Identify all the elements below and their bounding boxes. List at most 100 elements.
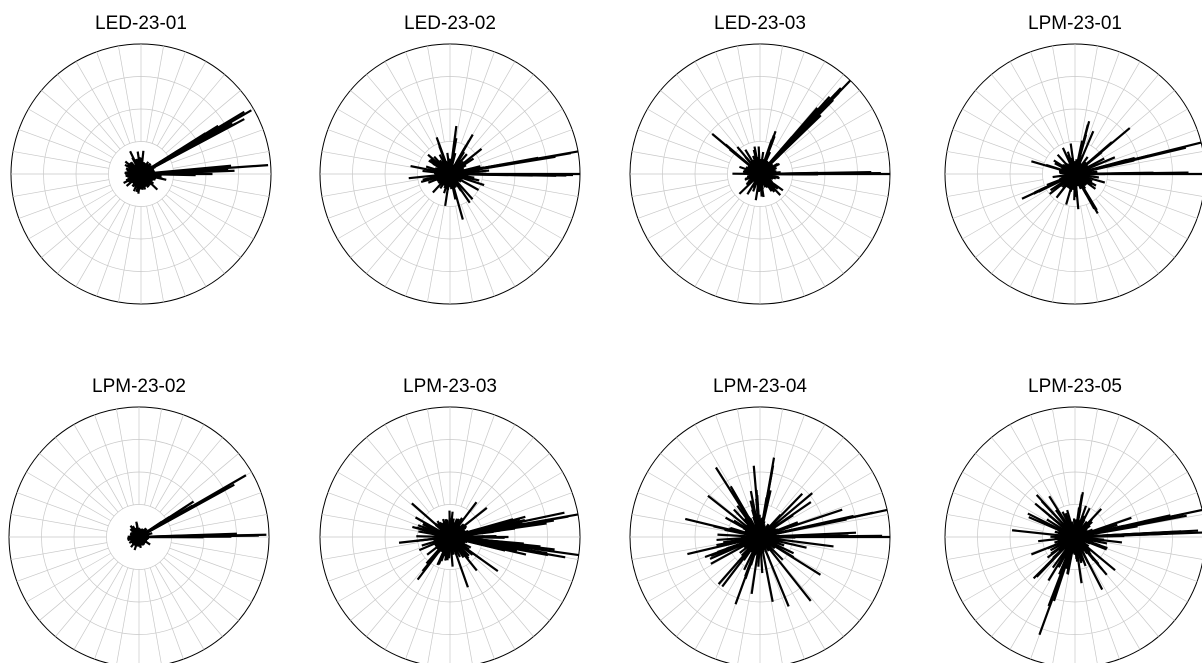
angular-gridline <box>163 453 239 517</box>
angular-gridline <box>149 414 184 507</box>
angular-gridline <box>660 194 736 258</box>
histogram-bar <box>138 533 230 539</box>
angular-gridline <box>1009 61 1060 147</box>
angular-gridline <box>784 90 860 154</box>
histogram-bar <box>132 173 142 188</box>
angular-gridline <box>144 408 162 506</box>
histogram-bar <box>759 170 872 176</box>
angular-gridline <box>1099 194 1175 258</box>
histogram-bar <box>130 535 140 539</box>
histogram-bar <box>744 536 762 577</box>
angular-gridline <box>1080 205 1098 303</box>
angular-gridline <box>16 492 109 527</box>
angular-gridline <box>1106 542 1202 560</box>
histogram-bar <box>448 164 453 175</box>
angular-gridline <box>321 179 419 197</box>
histogram-bar <box>410 164 451 176</box>
angular-gridline <box>26 471 112 522</box>
angular-gridline <box>1102 552 1188 603</box>
histogram-bar <box>758 491 770 538</box>
histogram-bar <box>449 501 478 538</box>
angular-gridline <box>480 547 573 582</box>
angular-gridline <box>962 108 1048 159</box>
angular-gridline <box>384 564 435 650</box>
angular-gridline <box>1105 547 1198 582</box>
histogram-bar <box>759 536 770 552</box>
histogram-bar <box>755 508 762 538</box>
angular-gridline <box>790 547 883 582</box>
angular-gridline <box>455 205 473 303</box>
angular-gridline <box>647 552 733 603</box>
histogram-bar <box>1073 134 1088 175</box>
histogram-bar <box>752 173 762 192</box>
angular-gridline <box>647 189 733 240</box>
histogram-bar <box>758 536 790 607</box>
angular-gridline <box>737 408 755 506</box>
angular-gridline <box>1052 45 1070 143</box>
angular-gridline <box>1052 408 1070 506</box>
angular-gridline <box>637 184 730 219</box>
angular-gridline <box>715 51 750 144</box>
angular-gridline <box>470 198 534 274</box>
angular-gridline <box>10 514 108 532</box>
histogram-bar <box>758 536 774 603</box>
histogram-bar <box>420 528 451 539</box>
angular-gridline <box>474 90 550 154</box>
angular-gridline <box>1090 201 1141 287</box>
angular-gridline <box>1099 453 1175 517</box>
angular-gridline <box>470 561 534 637</box>
angular-gridline <box>787 108 873 159</box>
histogram-bar <box>435 524 451 538</box>
angular-gridline <box>460 204 495 297</box>
histogram-bar <box>135 536 141 544</box>
angular-gridline <box>55 437 119 513</box>
histogram-bar <box>138 516 171 538</box>
angular-gridline <box>1085 204 1120 297</box>
angular-gridline <box>1080 568 1098 663</box>
angular-gridline <box>1085 567 1120 660</box>
histogram-bar <box>759 518 847 539</box>
angular-gridline <box>991 74 1055 150</box>
angular-gridline <box>455 45 473 143</box>
angular-gridline <box>405 414 440 507</box>
panel-title: LPM-23-03 <box>403 376 497 397</box>
angular-gridline <box>975 557 1051 621</box>
angular-gridline <box>321 151 419 169</box>
angular-gridline <box>770 414 805 507</box>
angular-gridline <box>787 552 873 603</box>
histogram-bar <box>140 172 196 177</box>
angular-gridline <box>455 408 473 506</box>
histogram-bar <box>140 139 198 175</box>
angular-gridline <box>96 204 131 297</box>
angular-gridline <box>1030 51 1065 144</box>
angular-gridline <box>39 453 115 517</box>
angular-gridline <box>737 45 755 143</box>
panel-title: LED-23-02 <box>404 13 496 34</box>
histogram-bar <box>1041 508 1076 538</box>
angular-gridline <box>647 108 733 159</box>
angular-gridline <box>1106 151 1202 169</box>
polar-panel: LED-23-01 <box>10 13 272 305</box>
angular-gridline <box>154 564 205 650</box>
histogram-bar <box>1062 536 1076 550</box>
angular-gridline <box>631 151 729 169</box>
angular-gridline <box>477 552 563 603</box>
angular-gridline <box>12 179 110 197</box>
angular-gridline <box>790 129 883 164</box>
histogram-bar <box>416 535 451 542</box>
angular-gridline <box>975 194 1051 258</box>
angular-gridline <box>57 198 121 274</box>
angular-gridline <box>384 201 435 287</box>
angular-gridline <box>165 90 241 154</box>
angular-gridline <box>405 204 440 297</box>
histogram-bar <box>750 172 761 177</box>
angular-gridline <box>73 424 124 510</box>
angular-gridline <box>676 198 740 274</box>
angular-gridline <box>169 492 262 527</box>
histogram-bar <box>1035 494 1076 538</box>
histogram-bar <box>127 173 142 183</box>
histogram-bar <box>449 152 572 176</box>
angular-gridline <box>790 492 883 527</box>
angular-gridline <box>647 471 733 522</box>
angular-gridline <box>96 51 131 144</box>
